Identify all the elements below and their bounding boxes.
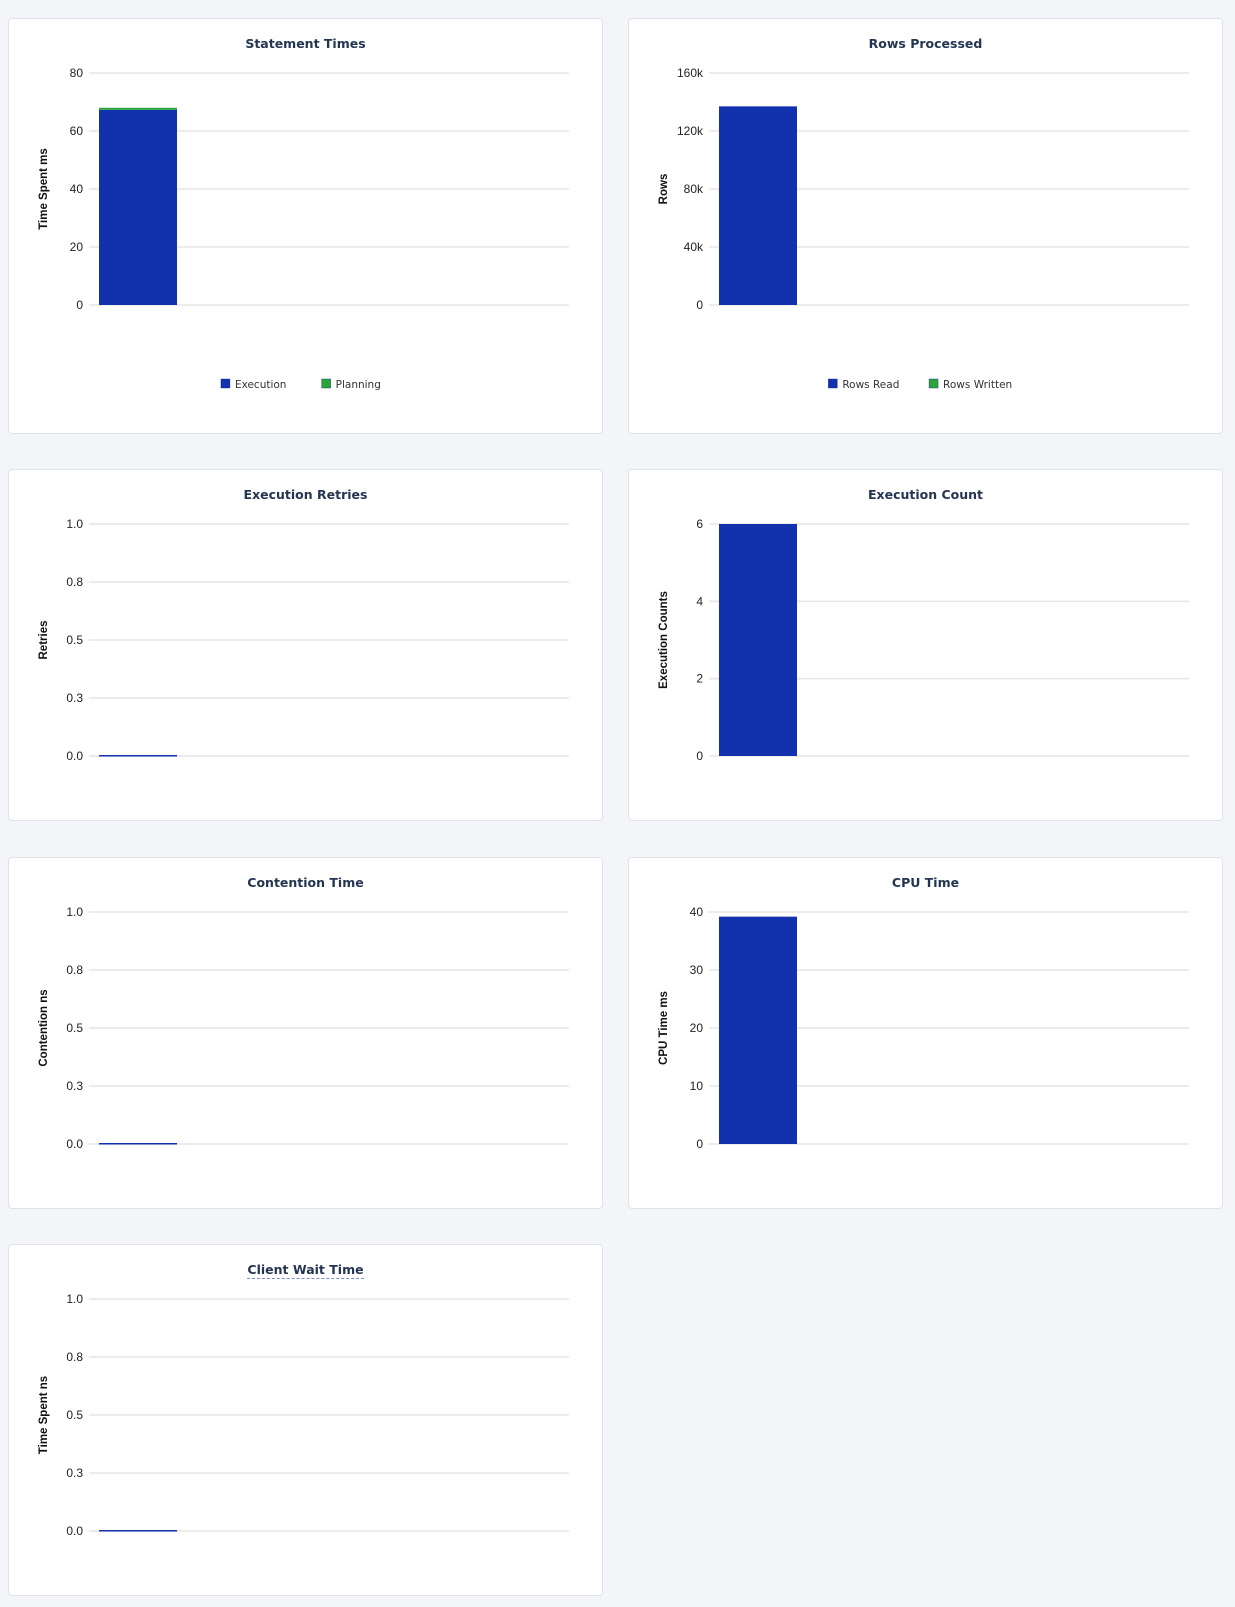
y-tick-label: 80k bbox=[684, 182, 704, 196]
chart-title: Statement Times bbox=[245, 36, 366, 51]
y-tick-label: 0.0 bbox=[66, 749, 83, 763]
y-tick-label: 0.5 bbox=[66, 1021, 83, 1035]
y-tick-label: 2 bbox=[696, 672, 703, 686]
bar-rows-read bbox=[719, 106, 797, 305]
cpu-time-chart: 0 10 20 30 40 CPU Time ms bbox=[658, 905, 1189, 1151]
y-tick-label: 60 bbox=[70, 124, 84, 138]
y-tick-label: 0 bbox=[76, 298, 83, 312]
chart-title: Rows Processed bbox=[868, 36, 983, 51]
y-tick-label: 40 bbox=[690, 905, 704, 919]
y-axis-title: Time Spent ms bbox=[38, 148, 50, 230]
chart-card-execution-retries: Execution Retries 0.0 0.3 0.5 0.8 1.0 Retries bbox=[8, 469, 603, 821]
y-tick-label: 0 bbox=[696, 749, 703, 763]
chart-card-client-wait-time: Client Wait Time 0.0 0.3 0.5 0.8 1.0 Time Spe… bbox=[8, 1244, 603, 1596]
rows-processed-chart: 0 40k 80k 120k 160k Rows Rows Read Rows Written bbox=[658, 66, 1189, 391]
y-tick-label: 120k bbox=[677, 124, 704, 138]
chart-card-contention-time: Contention Time 0.0 0.3 0.5 0.8 1.0 Contentio… bbox=[8, 857, 603, 1209]
y-axis-title: Time Spent ns bbox=[38, 1376, 50, 1454]
y-tick-label: 0 bbox=[696, 298, 703, 312]
y-tick-label: 0.8 bbox=[66, 1350, 83, 1364]
chart-title: Contention Time bbox=[247, 875, 364, 890]
y-axis-title: Execution Counts bbox=[658, 591, 670, 689]
bar-planning bbox=[99, 107, 177, 110]
y-tick-label: 20 bbox=[690, 1021, 704, 1035]
y-tick-label: 20 bbox=[70, 240, 84, 254]
chart-card-execution-count: Execution Count 0 2 4 6 Execution Counts bbox=[628, 469, 1223, 821]
y-axis-title: Contention ns bbox=[38, 989, 50, 1066]
legend-item: Planning bbox=[336, 379, 381, 391]
y-tick-label: 160k bbox=[677, 66, 704, 80]
legend-item: Rows Read bbox=[842, 379, 899, 391]
chart-title: CPU Time bbox=[891, 875, 960, 890]
bar-value bbox=[99, 755, 177, 757]
y-tick-label: 0.0 bbox=[66, 1137, 83, 1151]
client-wait-time-chart: 0.0 0.3 0.5 0.8 1.0 Time Spent ns bbox=[38, 1292, 569, 1538]
legend-swatch bbox=[928, 378, 939, 389]
y-tick-label: 1.0 bbox=[66, 1292, 83, 1306]
bar-value bbox=[719, 524, 797, 756]
bar-value bbox=[719, 916, 797, 1144]
execution-count-chart: 0 2 4 6 Execution Counts bbox=[658, 517, 1189, 763]
legend-item: Rows Written bbox=[943, 379, 1012, 391]
contention-time-chart: 0.0 0.3 0.5 0.8 1.0 Contention ns bbox=[38, 905, 569, 1151]
y-tick-label: 0.3 bbox=[66, 1079, 83, 1093]
chart-title: Execution Count bbox=[867, 487, 984, 502]
bar-value bbox=[99, 1530, 177, 1532]
chart-card-rows-processed: Rows Processed 0 40k 80k 120k 160k Rows Rows R… bbox=[628, 18, 1223, 434]
y-tick-label: 0 bbox=[696, 1137, 703, 1151]
y-tick-label: 40k bbox=[684, 240, 704, 254]
y-tick-label: 1.0 bbox=[66, 905, 83, 919]
y-tick-label: 30 bbox=[690, 963, 704, 977]
execution-retries-chart: 0.0 0.3 0.5 0.8 1.0 Retries bbox=[38, 517, 569, 763]
chart-card-statement-times: Statement Times 0 20 40 60 80 Time Spent ms Ex… bbox=[8, 18, 603, 434]
legend-item: Execution bbox=[235, 379, 287, 391]
y-tick-label: 4 bbox=[696, 594, 703, 608]
y-tick-label: 0.5 bbox=[66, 1408, 83, 1422]
y-tick-label: 0.0 bbox=[66, 1524, 83, 1538]
chart-title: Execution Retries bbox=[243, 487, 368, 502]
bar-value bbox=[99, 1143, 177, 1145]
legend-swatch bbox=[220, 378, 231, 389]
y-axis-title: Rows bbox=[658, 174, 670, 205]
chart-card-cpu-time: CPU Time 0 10 20 30 40 CPU Time ms bbox=[628, 857, 1223, 1209]
statement-times-chart: 0 20 40 60 80 Time Spent ms Execution Planning bbox=[38, 66, 569, 391]
y-tick-label: 0.3 bbox=[66, 1466, 83, 1480]
y-tick-label: 80 bbox=[70, 66, 84, 80]
legend-swatch bbox=[828, 378, 838, 389]
y-tick-label: 6 bbox=[696, 517, 703, 531]
client-wait-time-tooltip-trigger[interactable]: Client Wait Time bbox=[247, 1262, 364, 1279]
y-tick-label: 0.8 bbox=[66, 575, 83, 589]
y-axis-title: Retries bbox=[38, 621, 50, 660]
bar-execution bbox=[99, 109, 177, 305]
chart-title[interactable]: Client Wait Time bbox=[9, 1262, 602, 1279]
y-axis-title: CPU Time ms bbox=[658, 991, 670, 1065]
y-tick-label: 0.8 bbox=[66, 963, 83, 977]
y-tick-label: 0.3 bbox=[66, 691, 83, 705]
y-tick-label: 1.0 bbox=[66, 517, 83, 531]
y-tick-label: 0.5 bbox=[66, 633, 83, 647]
y-tick-label: 40 bbox=[70, 182, 84, 196]
legend-swatch bbox=[321, 378, 331, 389]
y-tick-label: 10 bbox=[690, 1079, 704, 1093]
